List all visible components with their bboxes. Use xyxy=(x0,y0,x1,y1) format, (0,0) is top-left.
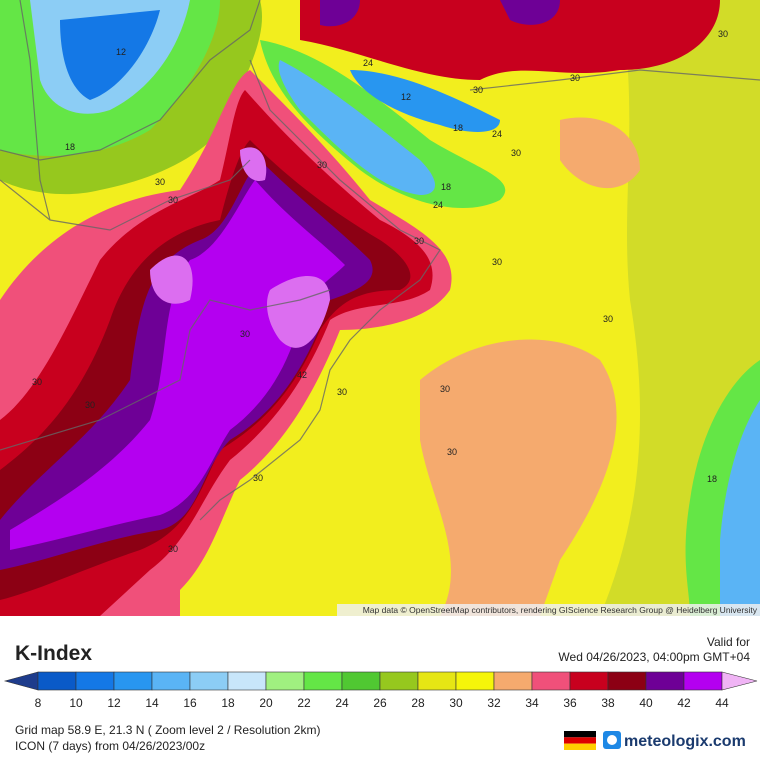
colorbar-segment xyxy=(645,671,685,691)
colorbar-segment xyxy=(683,671,723,691)
colorbar-segment xyxy=(417,671,457,691)
colorbar-segment xyxy=(265,671,305,691)
contour-label: 24 xyxy=(363,58,373,68)
colorbar-tick-label: 36 xyxy=(563,696,577,710)
colorbar-arrow-right xyxy=(721,671,758,691)
colorbar-tick-label: 8 xyxy=(35,696,42,710)
contour-label: 30 xyxy=(155,177,165,187)
contour-label: 30 xyxy=(85,400,95,410)
grid-info: Grid map 58.9 E, 21.3 N ( Zoom level 2 /… xyxy=(15,723,320,737)
contour-label: 18 xyxy=(707,474,717,484)
contour-label: 30 xyxy=(440,384,450,394)
contour-label: 30 xyxy=(240,329,250,339)
colorbar-tick-label: 16 xyxy=(183,696,197,710)
colorbar-segment xyxy=(493,671,533,691)
colorbar-tick-label: 38 xyxy=(601,696,615,710)
colorbar-segment xyxy=(37,671,77,691)
contour-label: 24 xyxy=(433,200,443,210)
colorbar-tick-label: 40 xyxy=(639,696,653,710)
colorbar-segment xyxy=(455,671,495,691)
map: 1218302412301824303030301824303030303042… xyxy=(0,0,760,616)
contour-label: 30 xyxy=(447,447,457,457)
colorbar-segment xyxy=(227,671,267,691)
brand: meteologix.com xyxy=(624,733,746,750)
flag xyxy=(564,731,596,750)
colorbar-segment xyxy=(151,671,191,691)
attribution: Map data © OpenStreetMap contributors, r… xyxy=(363,605,758,615)
contour-label: 30 xyxy=(718,29,728,39)
colorbar-tick-label: 20 xyxy=(259,696,273,710)
colorbar-tick-label: 24 xyxy=(335,696,349,710)
logo-icon xyxy=(603,731,621,749)
colorbar-segment xyxy=(75,671,115,691)
colorbar-tick-label: 42 xyxy=(677,696,691,710)
colorbar-segment xyxy=(569,671,609,691)
colorbar-tick-label: 44 xyxy=(715,696,729,710)
colorbar-tick-label: 34 xyxy=(525,696,539,710)
colorbar-segment xyxy=(379,671,419,691)
colorbar-tick-label: 26 xyxy=(373,696,387,710)
colorbar-segment xyxy=(607,671,647,691)
contour-label: 30 xyxy=(473,85,483,95)
valid-label: Valid for xyxy=(707,635,750,649)
legend-title: K-Index xyxy=(15,642,92,665)
contour-label: 24 xyxy=(492,129,502,139)
colorbar-tick-label: 12 xyxy=(107,696,121,710)
contour-label: 30 xyxy=(570,73,580,83)
contour-label: 18 xyxy=(453,123,463,133)
colorbar-tick-label: 32 xyxy=(487,696,501,710)
contour-label: 30 xyxy=(414,236,424,246)
colorbar-tick-label: 22 xyxy=(297,696,311,710)
colorbar-tick-label: 14 xyxy=(145,696,159,710)
colorbar-tick-label: 28 xyxy=(411,696,425,710)
contour-label: 30 xyxy=(511,148,521,158)
valid-time: Wed 04/26/2023, 04:00pm GMT+04 xyxy=(558,650,750,664)
colorbar-segment xyxy=(303,671,343,691)
colorbar-segment xyxy=(189,671,229,691)
contour-label: 18 xyxy=(441,182,451,192)
contour-label: 30 xyxy=(168,544,178,554)
contour-label: 12 xyxy=(116,47,126,57)
colorbar-segment xyxy=(531,671,571,691)
contour-label: 30 xyxy=(253,473,263,483)
contour-label: 30 xyxy=(603,314,613,324)
colorbar-segment xyxy=(113,671,153,691)
contour-label: 42 xyxy=(297,370,307,380)
contour-label: 30 xyxy=(32,377,42,387)
colorbar-segment xyxy=(341,671,381,691)
colorbar-tick-label: 30 xyxy=(449,696,463,710)
contour-label: 30 xyxy=(168,195,178,205)
model-info: ICON (7 days) from 04/26/2023/00z xyxy=(15,739,205,753)
contour-label: 18 xyxy=(65,142,75,152)
contour-label: 30 xyxy=(317,160,327,170)
contour-label: 30 xyxy=(492,257,502,267)
colorbar-tick-label: 18 xyxy=(221,696,235,710)
colorbar-tick-label: 10 xyxy=(69,696,83,710)
contour-label: 12 xyxy=(401,92,411,102)
colorbar: 8 10 12 14 16 18 20 22 24 26 28 30 32 34 36 38 40 42 44 xyxy=(3,671,758,710)
contour-label: 30 xyxy=(337,387,347,397)
colorbar-arrow-left xyxy=(3,671,39,691)
